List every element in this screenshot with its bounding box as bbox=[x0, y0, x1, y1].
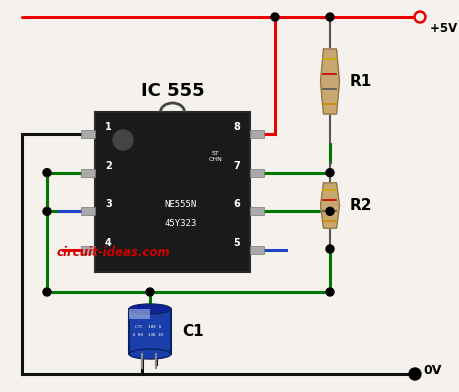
Text: 3: 3 bbox=[105, 200, 112, 209]
Bar bbox=[81, 246, 95, 254]
Bar bbox=[81, 169, 95, 177]
Text: R1: R1 bbox=[349, 74, 371, 89]
Text: 4: 4 bbox=[105, 238, 112, 248]
Text: +5V to 15V: +5V to 15V bbox=[429, 22, 459, 35]
Circle shape bbox=[413, 11, 425, 23]
Ellipse shape bbox=[129, 349, 171, 359]
Bar bbox=[81, 130, 95, 138]
Bar bbox=[81, 207, 95, 215]
Polygon shape bbox=[320, 183, 339, 228]
Circle shape bbox=[325, 245, 333, 253]
Circle shape bbox=[43, 169, 51, 177]
Text: IC 555: IC 555 bbox=[140, 82, 204, 100]
Text: 45Y323: 45Y323 bbox=[164, 220, 196, 229]
Polygon shape bbox=[320, 49, 339, 114]
Text: 8: 8 bbox=[233, 122, 240, 132]
Text: 7: 7 bbox=[233, 161, 240, 171]
Text: 1: 1 bbox=[105, 122, 112, 132]
Bar bbox=[249, 169, 263, 177]
Circle shape bbox=[43, 288, 51, 296]
Circle shape bbox=[325, 13, 333, 21]
Bar bbox=[129, 309, 171, 354]
Text: NE555N: NE555N bbox=[164, 200, 196, 209]
Circle shape bbox=[325, 169, 333, 177]
Bar bbox=[249, 207, 263, 215]
Circle shape bbox=[270, 13, 279, 21]
Text: 5: 5 bbox=[233, 238, 240, 248]
Text: 0V: 0V bbox=[422, 363, 441, 376]
Text: ST
CHN: ST CHN bbox=[208, 151, 222, 162]
Circle shape bbox=[325, 207, 333, 215]
Text: circuit-ideas.com: circuit-ideas.com bbox=[57, 245, 170, 258]
Circle shape bbox=[325, 288, 333, 296]
Text: C1: C1 bbox=[182, 325, 203, 339]
Text: R2: R2 bbox=[349, 198, 372, 213]
Text: 6: 6 bbox=[233, 200, 240, 209]
Circle shape bbox=[408, 368, 420, 380]
Bar bbox=[95, 112, 249, 272]
Circle shape bbox=[113, 130, 133, 150]
Text: 2: 2 bbox=[105, 161, 112, 171]
Text: 6 K0  136 10: 6 K0 136 10 bbox=[133, 334, 162, 338]
Bar bbox=[249, 130, 263, 138]
Circle shape bbox=[415, 13, 423, 20]
Text: CTC  10E G: CTC 10E G bbox=[134, 325, 161, 330]
Bar bbox=[129, 309, 150, 319]
Bar bbox=[249, 246, 263, 254]
Ellipse shape bbox=[129, 304, 171, 314]
Circle shape bbox=[146, 288, 154, 296]
Circle shape bbox=[43, 207, 51, 215]
